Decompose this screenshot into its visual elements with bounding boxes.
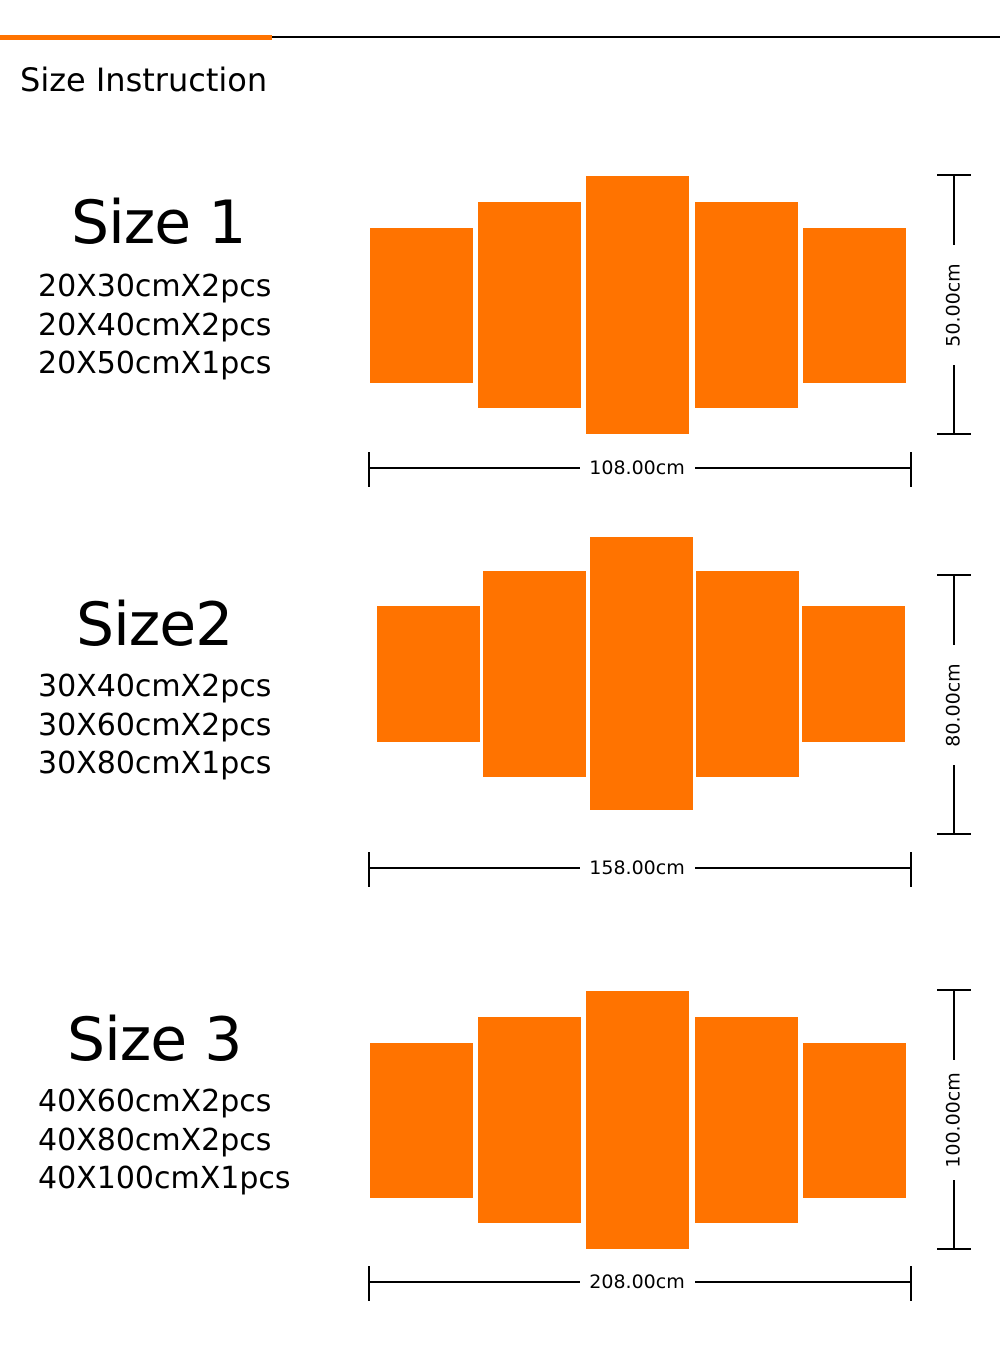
panel [370, 228, 473, 383]
spec-item: 40X80cmX2pcs [38, 1122, 272, 1158]
size-title: Size 1 [71, 188, 246, 258]
panel-layout-diagram: 108.00cm 50.00cm [368, 174, 971, 487]
spec-list: 20X30cmX2pcs 20X40cmX2pcs 20X50cmX1pcs [38, 268, 271, 384]
height-dimension-line [937, 174, 971, 435]
width-dimension-line [368, 852, 912, 887]
spec-item: 30X60cmX2pcs [38, 707, 272, 743]
panel [370, 1043, 473, 1198]
spec-item: 20X30cmX2pcs [38, 269, 272, 304]
panel [802, 606, 905, 742]
spec-list: 40X60cmX2pcs 40X80cmX2pcs 40X100cmX1pcs [38, 1083, 291, 1199]
panel [803, 1043, 906, 1198]
spec-item: 40X60cmX2pcs [38, 1084, 272, 1119]
height-label: 50.00cm [943, 263, 965, 346]
spec-item: 30X80cmX1pcs [38, 746, 272, 781]
spec-list: 30X40cmX2pcs 30X60cmX2pcs 30X80cmX1pcs [38, 668, 271, 784]
height-dimension-line [937, 989, 971, 1250]
height-dimension-line [937, 574, 971, 835]
panel [586, 176, 689, 434]
spec-item: 20X50cmX1pcs [38, 346, 272, 381]
height-label: 100.00cm [943, 1072, 965, 1167]
header-accent-line [0, 35, 272, 40]
size-title: Size 3 [67, 1005, 242, 1075]
panel [478, 1017, 581, 1223]
spec-item: 30X40cmX2pcs [38, 669, 272, 704]
panel [590, 537, 693, 810]
spec-item: 40X100cmX1pcs [38, 1161, 291, 1196]
width-label: 108.00cm [589, 457, 684, 479]
width-dimension-line [368, 452, 912, 487]
height-label: 80.00cm [943, 663, 965, 746]
width-dimension-line [368, 1266, 912, 1301]
spec-item: 20X40cmX2pcs [38, 307, 272, 343]
panel [478, 202, 581, 408]
width-label: 158.00cm [589, 857, 684, 879]
width-label: 208.00cm [589, 1271, 684, 1293]
header-divider-line [272, 36, 1000, 38]
panel [377, 606, 480, 742]
page-title: Size Instruction [20, 61, 268, 99]
panel [695, 202, 798, 408]
panel [586, 991, 689, 1249]
panel-layout-diagram: 158.00cm 80.00cm [368, 537, 971, 887]
panel [696, 571, 799, 777]
panel [803, 228, 906, 383]
panel [695, 1017, 798, 1223]
size-title: Size2 [76, 590, 233, 660]
panel [483, 571, 586, 777]
